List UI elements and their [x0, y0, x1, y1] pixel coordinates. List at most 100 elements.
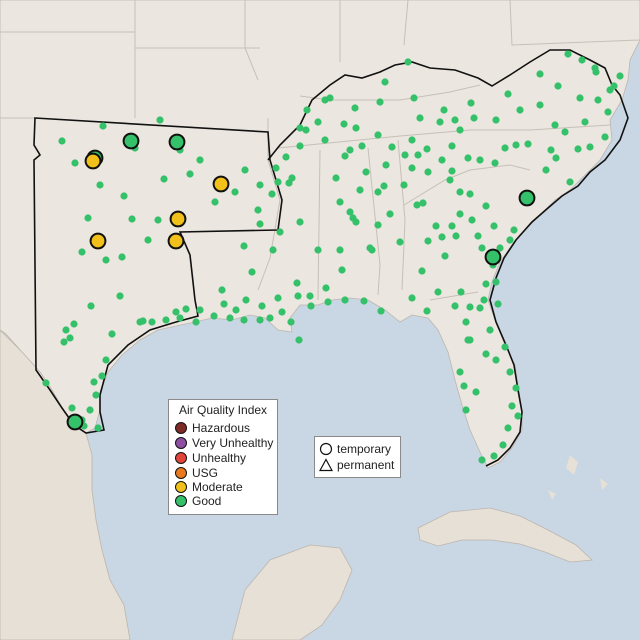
monitor-dot[interactable]: [278, 308, 286, 316]
monitor-dot[interactable]: [416, 114, 424, 122]
monitor-dot[interactable]: [42, 379, 50, 387]
monitor-dot[interactable]: [448, 167, 456, 175]
monitor-dot[interactable]: [423, 307, 431, 315]
monitor-dot[interactable]: [256, 220, 264, 228]
featured-monitor-good[interactable]: [122, 132, 140, 150]
monitor-dot[interactable]: [84, 214, 92, 222]
monitor-dot[interactable]: [218, 286, 226, 294]
monitor-dot[interactable]: [274, 178, 282, 186]
monitor-dot[interactable]: [332, 174, 340, 182]
monitor-dot[interactable]: [400, 181, 408, 189]
featured-monitor-good[interactable]: [168, 133, 186, 151]
monitor-dot[interactable]: [336, 198, 344, 206]
monitor-dot[interactable]: [118, 253, 126, 261]
featured-monitor-good[interactable]: [66, 413, 84, 431]
monitor-dot[interactable]: [472, 388, 480, 396]
monitor-dot[interactable]: [452, 232, 460, 240]
monitor-dot[interactable]: [172, 308, 180, 316]
monitor-dot[interactable]: [254, 206, 262, 214]
featured-monitor-moderate[interactable]: [212, 175, 230, 193]
monitor-dot[interactable]: [314, 246, 322, 254]
monitor-dot[interactable]: [446, 176, 454, 184]
monitor-dot[interactable]: [128, 215, 136, 223]
monitor-dot[interactable]: [231, 188, 239, 196]
monitor-dot[interactable]: [478, 244, 486, 252]
monitor-dot[interactable]: [60, 338, 68, 346]
monitor-dot[interactable]: [424, 168, 432, 176]
monitor-dot[interactable]: [98, 372, 106, 380]
monitor-dot[interactable]: [314, 118, 322, 126]
monitor-dot[interactable]: [338, 266, 346, 274]
monitor-dot[interactable]: [226, 314, 234, 322]
monitor-dot[interactable]: [296, 218, 304, 226]
monitor-dot[interactable]: [302, 126, 310, 134]
monitor-dot[interactable]: [547, 146, 555, 154]
monitor-dot[interactable]: [492, 356, 500, 364]
monitor-dot[interactable]: [490, 452, 498, 460]
monitor-dot[interactable]: [176, 314, 184, 322]
monitor-dot[interactable]: [413, 201, 421, 209]
featured-monitor-good[interactable]: [518, 189, 536, 207]
monitor-dot[interactable]: [340, 120, 348, 128]
monitor-dot[interactable]: [499, 441, 507, 449]
monitor-dot[interactable]: [451, 302, 459, 310]
monitor-dot[interactable]: [456, 210, 464, 218]
monitor-dot[interactable]: [432, 222, 440, 230]
monitor-dot[interactable]: [616, 72, 624, 80]
monitor-dot[interactable]: [120, 192, 128, 200]
monitor-dot[interactable]: [241, 166, 249, 174]
monitor-dot[interactable]: [258, 302, 266, 310]
monitor-dot[interactable]: [87, 302, 95, 310]
monitor-dot[interactable]: [303, 106, 311, 114]
monitor-dot[interactable]: [460, 382, 468, 390]
monitor-dot[interactable]: [90, 378, 98, 386]
featured-monitor-moderate[interactable]: [167, 232, 185, 250]
monitor-dot[interactable]: [506, 368, 514, 376]
monitor-dot[interactable]: [414, 151, 422, 159]
monitor-dot[interactable]: [58, 137, 66, 145]
monitor-dot[interactable]: [102, 356, 110, 364]
monitor-dot[interactable]: [492, 278, 500, 286]
monitor-dot[interactable]: [474, 232, 482, 240]
monitor-dot[interactable]: [604, 108, 612, 116]
monitor-dot[interactable]: [482, 280, 490, 288]
monitor-dot[interactable]: [456, 126, 464, 134]
monitor-dot[interactable]: [116, 292, 124, 300]
monitor-dot[interactable]: [576, 94, 584, 102]
monitor-dot[interactable]: [552, 154, 560, 162]
monitor-dot[interactable]: [512, 141, 520, 149]
monitor-dot[interactable]: [418, 267, 426, 275]
monitor-dot[interactable]: [256, 316, 264, 324]
monitor-dot[interactable]: [356, 186, 364, 194]
monitor-dot[interactable]: [154, 216, 162, 224]
monitor-dot[interactable]: [196, 156, 204, 164]
monitor-dot[interactable]: [524, 140, 532, 148]
monitor-dot[interactable]: [307, 302, 315, 310]
monitor-dot[interactable]: [282, 153, 290, 161]
monitor-dot[interactable]: [466, 336, 474, 344]
monitor-dot[interactable]: [456, 188, 464, 196]
monitor-dot[interactable]: [408, 136, 416, 144]
monitor-dot[interactable]: [192, 318, 200, 326]
monitor-dot[interactable]: [381, 78, 389, 86]
monitor-dot[interactable]: [269, 246, 277, 254]
monitor-dot[interactable]: [324, 298, 332, 306]
monitor-dot[interactable]: [96, 181, 104, 189]
monitor-dot[interactable]: [496, 244, 504, 252]
monitor-dot[interactable]: [321, 136, 329, 144]
monitor-dot[interactable]: [68, 404, 76, 412]
monitor-dot[interactable]: [462, 406, 470, 414]
monitor-dot[interactable]: [160, 175, 168, 183]
monitor-dot[interactable]: [99, 122, 107, 130]
monitor-dot[interactable]: [274, 294, 282, 302]
monitor-dot[interactable]: [514, 412, 522, 420]
monitor-dot[interactable]: [66, 334, 74, 342]
monitor-dot[interactable]: [272, 164, 280, 172]
monitor-dot[interactable]: [561, 128, 569, 136]
monitor-dot[interactable]: [410, 94, 418, 102]
monitor-dot[interactable]: [448, 222, 456, 230]
monitor-dot[interactable]: [349, 214, 357, 222]
monitor-dot[interactable]: [136, 318, 144, 326]
monitor-dot[interactable]: [358, 142, 366, 150]
monitor-dot[interactable]: [440, 106, 448, 114]
